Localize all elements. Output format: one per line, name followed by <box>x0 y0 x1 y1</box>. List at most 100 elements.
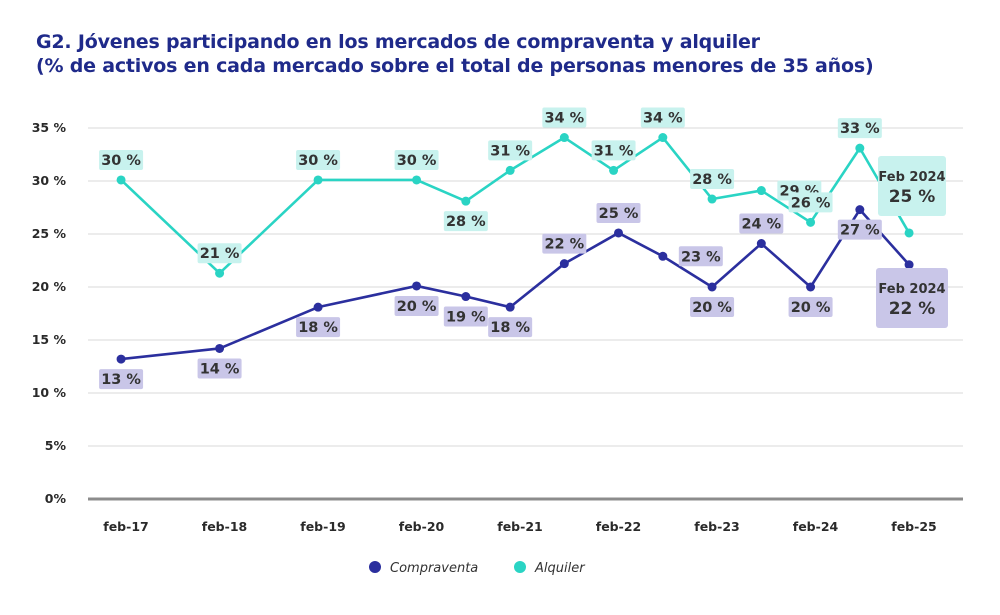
alquiler-final-value: 25 % <box>889 187 936 207</box>
x-tick-label: feb-22 <box>596 519 641 534</box>
alquiler-point <box>609 165 619 175</box>
compraventa-point <box>707 282 717 292</box>
compraventa-data-label-bg <box>837 219 882 240</box>
alquiler-data-label-bg <box>788 192 833 213</box>
alquiler-point <box>707 194 717 204</box>
compraventa-point <box>614 228 623 238</box>
compraventa-data-label: 22 % <box>544 237 584 253</box>
compraventa-point <box>806 282 816 292</box>
compraventa-point <box>658 251 668 261</box>
compraventa-data-label: 20 % <box>791 300 831 316</box>
alquiler-data-label-bg <box>837 118 882 139</box>
compraventa-point <box>461 292 471 302</box>
compraventa-data-label-bg <box>443 306 488 327</box>
alquiler-data-label: 30 % <box>397 153 437 169</box>
alquiler-data-label-bg <box>197 243 242 264</box>
compraventa-point <box>116 354 126 364</box>
compraventa-data-label-bg <box>690 297 735 317</box>
compraventa-data-label-bg <box>678 246 723 267</box>
compraventa-data-label: 25 % <box>599 206 639 222</box>
alquiler-point <box>756 186 766 196</box>
compraventa-point <box>313 302 323 312</box>
alquiler-data-label: 30 % <box>101 153 141 169</box>
y-tick-label: 35 % <box>32 120 67 135</box>
compraventa-final-date: Feb 2024 <box>878 282 945 297</box>
compraventa-data-label: 20 % <box>692 300 732 316</box>
alquiler-data-label: 34 % <box>544 111 584 127</box>
alquiler-data-label-bg <box>542 107 587 128</box>
alquiler-point <box>215 268 225 278</box>
y-tick-label: 15 % <box>32 332 67 347</box>
compraventa-point <box>412 281 422 291</box>
alquiler-point <box>904 228 914 238</box>
alquiler-data-label-bg <box>591 140 636 161</box>
alquiler-data-label: 31 % <box>490 143 530 159</box>
compraventa-point <box>215 343 225 353</box>
compraventa-point <box>559 259 569 269</box>
compraventa-data-label: 14 % <box>200 361 240 377</box>
compraventa-data-label: 27 % <box>840 223 880 239</box>
alquiler-line <box>120 136 911 275</box>
alquiler-data-label: 28 % <box>446 214 486 230</box>
alquiler-point <box>559 133 569 143</box>
compraventa-final-bg <box>876 268 948 328</box>
alquiler-point <box>461 196 471 206</box>
alquiler-point <box>313 175 323 185</box>
alquiler-point <box>412 175 422 185</box>
chart-title: G2. Jóvenes participando en los mercados… <box>36 30 874 78</box>
compraventa-data-label: 19 % <box>446 310 486 326</box>
compraventa-final-value: 22 % <box>889 299 936 319</box>
alquiler-data-label-bg <box>640 107 685 128</box>
compraventa-data-label: 24 % <box>741 217 781 233</box>
alquiler-data-label: 34 % <box>643 111 683 127</box>
alquiler-point <box>505 165 515 175</box>
compraventa-data-label: 23 % <box>681 249 721 265</box>
legend-alquiler-marker <box>514 561 526 573</box>
compraventa-data-label: 18 % <box>298 320 338 336</box>
alquiler-data-label-bg <box>443 211 488 232</box>
compraventa-data-label-bg <box>394 295 439 316</box>
alquiler-point <box>806 217 816 227</box>
legend-alquiler-label: Alquiler <box>534 561 586 576</box>
alquiler-point <box>116 175 126 185</box>
y-tick-label: 20 % <box>32 279 67 294</box>
x-tick-label: feb-23 <box>694 519 739 534</box>
alquiler-data-label: 30 % <box>298 153 338 169</box>
compraventa-data-label: 18 % <box>490 320 530 336</box>
y-tick-label: 5% <box>45 438 67 453</box>
alquiler-data-label: 26 % <box>791 195 831 211</box>
compraventa-data-label-bg <box>788 297 833 317</box>
alquiler-data-label-bg <box>99 149 144 170</box>
legend-compraventa-label: Compraventa <box>390 561 478 576</box>
y-tick-label: 25 % <box>32 226 67 241</box>
alquiler-data-label-bg <box>394 149 439 170</box>
y-tick-label: 10 % <box>32 385 67 400</box>
x-tick-label: feb-20 <box>399 519 445 534</box>
alquiler-data-label-bg <box>488 140 533 161</box>
compraventa-data-label-bg <box>197 358 242 379</box>
alquiler-point <box>855 143 865 153</box>
alquiler-data-label: 31 % <box>594 143 634 159</box>
legend-compraventa-marker <box>369 561 381 573</box>
x-tick-label: feb-18 <box>202 519 247 534</box>
alquiler-data-label: 28 % <box>692 172 732 188</box>
chart-title-line1: G2. Jóvenes participando en los mercados… <box>36 31 760 53</box>
compraventa-line <box>120 208 911 361</box>
compraventa-data-label: 20 % <box>397 299 437 315</box>
alquiler-data-label: 33 % <box>840 121 880 137</box>
compraventa-point <box>505 302 515 312</box>
chart-title-line2: (% de activos en cada mercado sobre el t… <box>36 55 874 77</box>
x-tick-label: feb-19 <box>300 519 345 534</box>
alquiler-data-label: 21 % <box>200 246 240 262</box>
alquiler-data-label-bg <box>296 149 341 170</box>
compraventa-point <box>855 205 865 215</box>
alquiler-final-date: Feb 2024 <box>878 170 945 185</box>
y-tick-label: 0% <box>45 491 67 506</box>
compraventa-point <box>904 260 914 270</box>
x-tick-label: feb-25 <box>891 519 936 534</box>
alquiler-data-label-bg <box>690 169 735 190</box>
compraventa-point <box>756 239 766 249</box>
compraventa-data-label-bg <box>99 369 144 390</box>
x-tick-label: feb-21 <box>497 519 542 534</box>
